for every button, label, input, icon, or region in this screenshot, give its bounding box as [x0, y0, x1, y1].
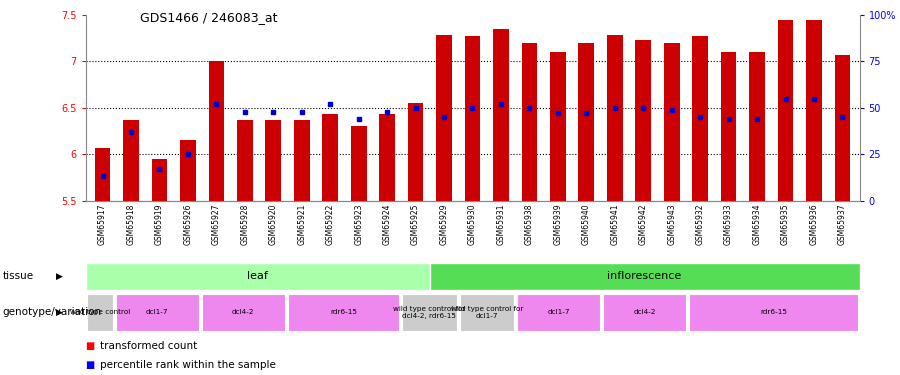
Bar: [294, 120, 310, 201]
Bar: [550, 52, 566, 201]
Text: rdr6-15: rdr6-15: [760, 309, 787, 315]
Bar: [123, 120, 139, 201]
Text: GSM65925: GSM65925: [411, 204, 420, 245]
Bar: [152, 159, 167, 201]
Bar: [607, 35, 623, 201]
Bar: [806, 20, 822, 201]
Bar: [115, 294, 199, 331]
Text: GSM65926: GSM65926: [184, 204, 193, 245]
Bar: [94, 148, 111, 201]
Bar: [692, 36, 708, 201]
Text: GSM65921: GSM65921: [297, 204, 306, 245]
Bar: [436, 35, 452, 201]
Text: dcl1-7: dcl1-7: [146, 309, 168, 315]
Text: GSM65942: GSM65942: [639, 204, 648, 245]
Text: wild type control for
dcl4-2, rdr6-15: wild type control for dcl4-2, rdr6-15: [393, 306, 465, 319]
Bar: [402, 294, 456, 331]
Text: GSM65938: GSM65938: [525, 204, 534, 245]
Bar: [635, 40, 651, 201]
Text: GSM65929: GSM65929: [439, 204, 448, 245]
Text: GSM65934: GSM65934: [752, 204, 761, 245]
Bar: [464, 36, 481, 201]
Text: transformed count: transformed count: [100, 341, 197, 351]
Text: dcl1-7: dcl1-7: [547, 309, 570, 315]
Text: GSM65918: GSM65918: [127, 204, 136, 245]
Text: GSM65943: GSM65943: [667, 204, 676, 245]
Bar: [180, 140, 196, 201]
Text: GSM65936: GSM65936: [809, 204, 818, 245]
Bar: [209, 62, 224, 201]
Text: inflorescence: inflorescence: [608, 271, 681, 281]
Text: GSM65922: GSM65922: [326, 204, 335, 245]
Bar: [429, 262, 860, 290]
Bar: [493, 29, 508, 201]
Bar: [202, 294, 284, 331]
Text: GSM65940: GSM65940: [581, 204, 590, 245]
Bar: [834, 55, 850, 201]
Text: dcl4-2: dcl4-2: [232, 309, 255, 315]
Text: GSM65928: GSM65928: [240, 204, 249, 245]
Text: GSM65923: GSM65923: [355, 204, 364, 245]
Text: rdr6-15: rdr6-15: [330, 309, 357, 315]
Bar: [86, 262, 429, 290]
Text: GSM65937: GSM65937: [838, 204, 847, 245]
Bar: [408, 103, 423, 201]
Bar: [460, 294, 514, 331]
Bar: [87, 294, 112, 331]
Bar: [749, 52, 765, 201]
Text: leaf: leaf: [248, 271, 268, 281]
Text: GSM65941: GSM65941: [610, 204, 619, 245]
Bar: [579, 43, 594, 201]
Text: GSM65935: GSM65935: [781, 204, 790, 245]
Text: percentile rank within the sample: percentile rank within the sample: [100, 360, 275, 370]
Bar: [351, 126, 366, 201]
Bar: [288, 294, 400, 331]
Text: GSM65920: GSM65920: [269, 204, 278, 245]
Text: GSM65927: GSM65927: [212, 204, 220, 245]
Text: ▶: ▶: [56, 308, 63, 316]
Text: GSM65932: GSM65932: [696, 204, 705, 245]
Bar: [721, 52, 736, 201]
Text: GDS1466 / 246083_at: GDS1466 / 246083_at: [140, 11, 277, 24]
Text: wild type control for
dcl1-7: wild type control for dcl1-7: [451, 306, 523, 319]
Text: GSM65919: GSM65919: [155, 204, 164, 245]
Text: genotype/variation: genotype/variation: [3, 307, 102, 317]
Bar: [322, 114, 338, 201]
Text: GSM65924: GSM65924: [382, 204, 392, 245]
Bar: [778, 20, 793, 201]
Bar: [603, 294, 686, 331]
Text: ▶: ▶: [56, 272, 63, 280]
Bar: [379, 114, 395, 201]
Text: GSM65933: GSM65933: [724, 204, 733, 245]
Bar: [517, 294, 600, 331]
Text: ■: ■: [86, 341, 94, 351]
Bar: [664, 43, 680, 201]
Text: GSM65917: GSM65917: [98, 204, 107, 245]
Bar: [237, 120, 253, 201]
Text: ■: ■: [86, 360, 94, 370]
Text: tissue: tissue: [3, 271, 34, 281]
Text: wild type control: wild type control: [69, 309, 130, 315]
Text: GSM65931: GSM65931: [497, 204, 506, 245]
Bar: [266, 120, 281, 201]
Bar: [522, 43, 537, 201]
Text: dcl4-2: dcl4-2: [634, 309, 656, 315]
Text: GSM65930: GSM65930: [468, 204, 477, 245]
Bar: [688, 294, 858, 331]
Text: GSM65939: GSM65939: [554, 204, 562, 245]
